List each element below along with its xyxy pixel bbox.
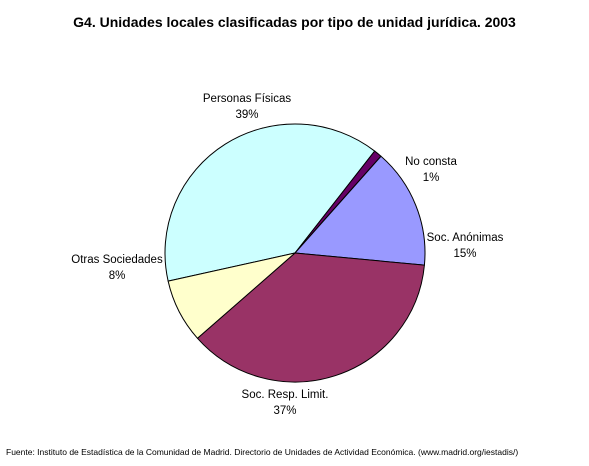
label-otras-sociedades-name: Otras Sociedades	[71, 254, 163, 266]
label-soc-anonimas: Soc. Anónimas 15%	[420, 230, 510, 262]
label-soc-resp-limit: Soc. Resp. Limit. 37%	[225, 387, 345, 419]
label-no-consta-name: No consta	[405, 156, 457, 168]
chart-title: G4. Unidades locales clasificadas por ti…	[73, 14, 516, 30]
source-note: Fuente: Instituto de Estadística de la C…	[6, 447, 519, 457]
pie-slice-soc-resp-limit	[196, 252, 425, 383]
label-personas-fisicas-value: 39%	[235, 109, 259, 121]
pie-slice-personas-fisicas	[164, 123, 376, 282]
label-soc-anonimas-name: Soc. Anónimas	[426, 232, 504, 244]
label-soc-resp-limit-name: Soc. Resp. Limit.	[241, 389, 329, 401]
label-personas-fisicas-name: Personas Físicas	[202, 93, 292, 105]
pie-slice-otras-sociedades	[167, 252, 296, 339]
label-no-consta: No consta 1%	[396, 154, 466, 186]
label-soc-anonimas-value: 15%	[453, 248, 477, 260]
label-personas-fisicas: Personas Físicas 39%	[182, 91, 312, 123]
label-soc-resp-limit-value: 37%	[273, 405, 297, 417]
label-otras-sociedades-value: 8%	[108, 270, 126, 282]
label-otras-sociedades: Otras Sociedades 8%	[62, 252, 172, 284]
label-no-consta-value: 1%	[422, 172, 440, 184]
pie-slice-soc-anonimas	[294, 155, 426, 266]
